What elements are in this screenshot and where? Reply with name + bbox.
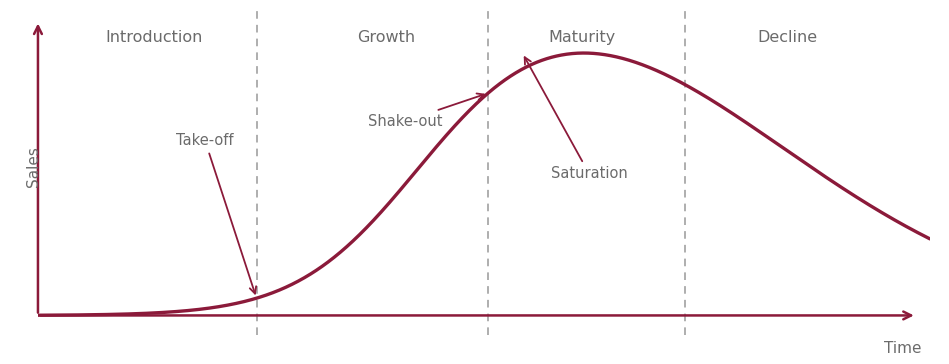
Text: Sales: Sales bbox=[26, 146, 41, 187]
Text: Decline: Decline bbox=[757, 30, 817, 46]
Text: Growth: Growth bbox=[357, 30, 415, 46]
Text: Time: Time bbox=[884, 341, 921, 356]
Text: Maturity: Maturity bbox=[549, 30, 616, 46]
Text: Take-off: Take-off bbox=[177, 133, 256, 294]
Text: Shake-out: Shake-out bbox=[368, 94, 484, 128]
Text: Introduction: Introduction bbox=[105, 30, 203, 46]
Text: Saturation: Saturation bbox=[525, 57, 627, 181]
